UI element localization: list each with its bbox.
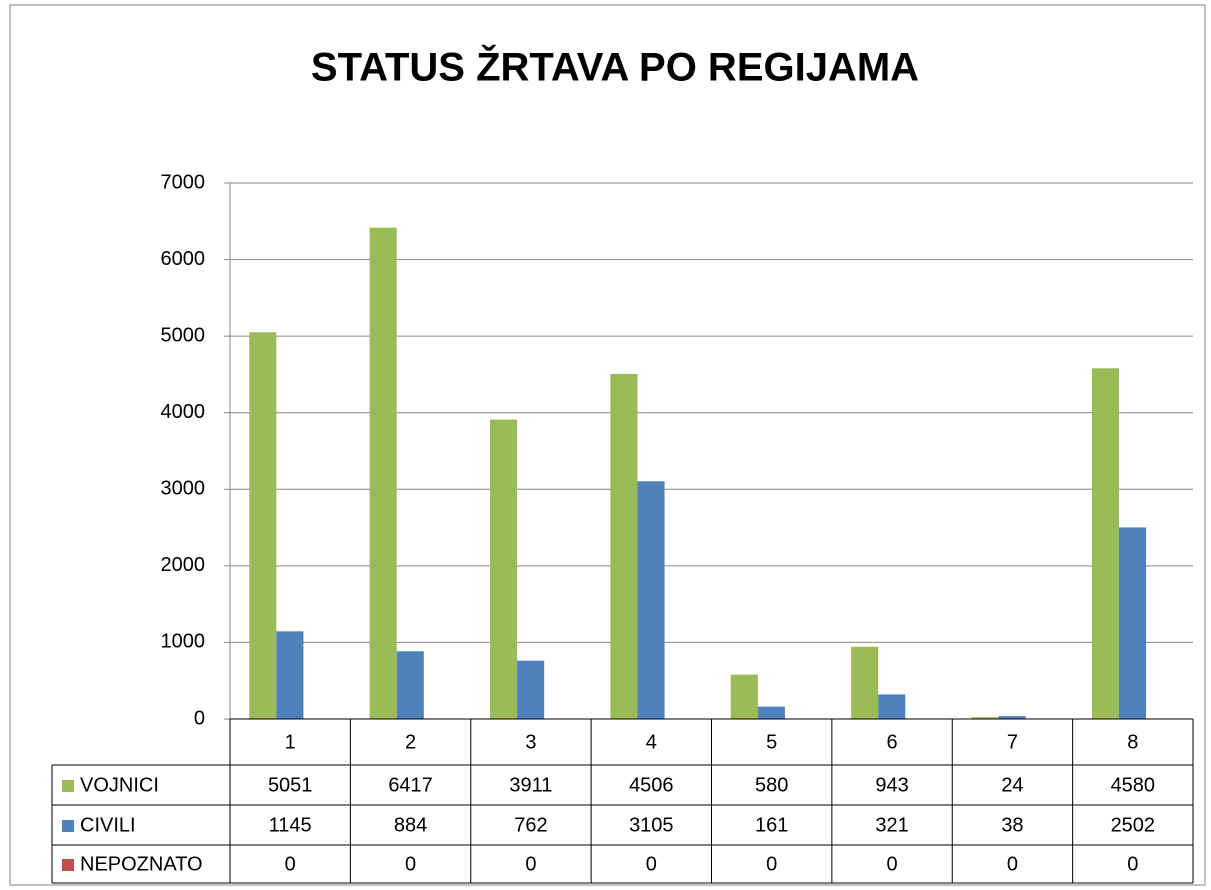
- y-tick-label: 2000: [161, 554, 206, 576]
- table-value: 24: [1001, 774, 1023, 796]
- table-value: 0: [405, 853, 416, 875]
- table-value: 4506: [629, 774, 674, 796]
- bar: [610, 373, 638, 719]
- table-value: 0: [525, 853, 536, 875]
- table-value: 3911: [509, 774, 552, 796]
- table-value: 0: [887, 853, 898, 875]
- table-value: 0: [766, 853, 777, 875]
- chart-title: STATUS ŽRTAVA PO REGIJAMA: [311, 44, 919, 90]
- bar: [276, 631, 304, 719]
- bar: [490, 419, 518, 719]
- table-value: 0: [646, 853, 657, 875]
- chart-frame: [9, 4, 1206, 886]
- table-value: 0: [285, 853, 296, 875]
- legend-label: NEPOZNATO: [80, 853, 203, 875]
- table-value: 38: [1001, 814, 1023, 836]
- legend-label: VOJNICI: [80, 774, 159, 796]
- table-value: 161: [755, 814, 788, 836]
- legend-key: [62, 780, 74, 792]
- y-tick-label: 3000: [161, 478, 206, 500]
- y-tick-label: 4000: [161, 401, 206, 423]
- bar: [851, 646, 879, 719]
- table-value: 580: [755, 774, 788, 796]
- bar: [1118, 527, 1147, 719]
- y-tick-label: 0: [194, 707, 205, 729]
- y-tick-label: 7000: [161, 171, 206, 193]
- table-value: 3105: [629, 814, 674, 836]
- x-tick-label: 7: [1007, 731, 1018, 753]
- bar: [249, 332, 277, 719]
- legend-label: CIVILI: [80, 814, 136, 836]
- x-tick-label: 4: [646, 731, 657, 753]
- bar: [396, 651, 424, 719]
- table-value: 321: [875, 814, 908, 836]
- x-tick-label: 1: [285, 731, 296, 753]
- legend-key: [62, 859, 74, 871]
- table-value: 884: [394, 814, 427, 836]
- bar: [637, 481, 665, 719]
- x-tick-label: 5: [766, 731, 777, 753]
- table-value: 4580: [1111, 774, 1156, 796]
- table-value: 2502: [1111, 814, 1156, 836]
- table-value: 6417: [388, 774, 433, 796]
- x-tick-label: 2: [405, 731, 416, 753]
- legend-key: [62, 820, 74, 832]
- bar: [517, 660, 545, 719]
- y-tick-label: 1000: [161, 631, 206, 653]
- bar: [998, 716, 1026, 719]
- table-value: 943: [875, 774, 908, 796]
- bar: [757, 706, 785, 719]
- table-value: 5051: [268, 774, 313, 796]
- bar: [730, 674, 758, 719]
- y-tick-label: 6000: [161, 248, 206, 270]
- table-value: 762: [514, 814, 547, 836]
- table-value: 1145: [269, 814, 312, 836]
- table-value: 0: [1127, 853, 1138, 875]
- bar: [1091, 368, 1119, 719]
- bar: [369, 227, 397, 719]
- x-tick-label: 6: [887, 731, 898, 753]
- x-tick-label: 3: [525, 731, 536, 753]
- bar: [971, 717, 999, 719]
- table-value: 0: [1007, 853, 1018, 875]
- y-tick-label: 5000: [161, 324, 206, 346]
- bar: [878, 694, 906, 719]
- x-tick-label: 8: [1127, 731, 1138, 753]
